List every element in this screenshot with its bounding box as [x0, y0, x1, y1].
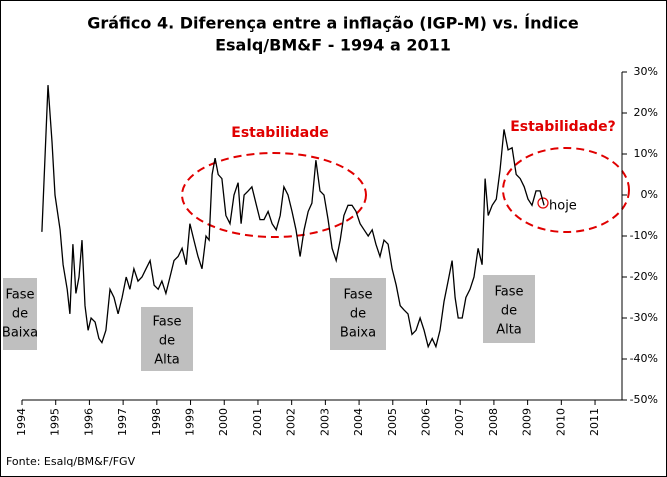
- x-tick-label: 2010: [554, 408, 567, 436]
- x-tick-label: 2004: [352, 408, 365, 436]
- x-tick-label: 2001: [251, 408, 264, 436]
- y-tick-label: 20%: [634, 106, 658, 119]
- x-tick-label: 2009: [521, 408, 534, 436]
- x-tick-label: 2011: [588, 408, 601, 436]
- x-tick-label: 1995: [49, 408, 62, 436]
- phase-label: Alta: [496, 323, 522, 338]
- y-tick-label: 30%: [634, 65, 658, 78]
- x-tick-label: 1997: [116, 408, 129, 436]
- y-tick-label: -40%: [630, 352, 658, 365]
- x-tick-label: 2006: [419, 408, 432, 436]
- phase-box: [141, 307, 193, 371]
- series-line: [41, 85, 545, 349]
- source: Fonte: Esalq/BM&F/FGV: [6, 455, 136, 468]
- phase-label: Baixa: [2, 326, 38, 341]
- phase-box: [330, 278, 386, 350]
- y-tick-label: -20%: [630, 270, 658, 283]
- ellipse: [181, 152, 367, 238]
- x-tick-label: 1999: [184, 408, 197, 436]
- y-tick-label: 0%: [641, 188, 658, 201]
- marker-circle: [537, 197, 549, 209]
- annotation: hoje: [549, 199, 577, 214]
- phase-box: [483, 275, 535, 343]
- phase-label: Alta: [154, 353, 180, 368]
- y-tick-label: -10%: [630, 229, 658, 242]
- ellipse: [502, 147, 630, 233]
- phase-label: de: [159, 334, 175, 349]
- x-tick-label: 2005: [386, 408, 399, 436]
- phase-label: de: [12, 307, 28, 322]
- y-tick-label: -50%: [630, 393, 658, 406]
- x-tick-label: 1998: [150, 408, 163, 436]
- x-tick-label: 1996: [82, 408, 95, 436]
- x-tick-label: 1994: [15, 408, 28, 436]
- annotation: Estabilidade: [231, 125, 328, 141]
- y-tick-label: 10%: [634, 147, 658, 160]
- phase-label: Fase: [494, 285, 523, 300]
- y-tick-label: -30%: [630, 311, 658, 324]
- phase-label: Fase: [343, 288, 372, 303]
- phase-label: de: [501, 304, 517, 319]
- phase-label: Baixa: [340, 326, 376, 341]
- phase-label: Fase: [5, 288, 34, 303]
- annotation: Estabilidade?: [510, 119, 616, 135]
- x-tick-label: 2000: [217, 408, 230, 436]
- x-tick-label: 2002: [285, 408, 298, 436]
- phase-label: Fase: [152, 315, 181, 330]
- phase-label: de: [350, 307, 366, 322]
- chart-title: Esalq/BM&F - 1994 a 2011: [215, 36, 451, 55]
- chart-title: Gráfico 4. Diferença entre a inflação (I…: [87, 14, 579, 33]
- x-tick-label: 2008: [487, 408, 500, 436]
- x-tick-label: 2007: [453, 408, 466, 436]
- x-tick-label: 2003: [318, 408, 331, 436]
- phase-box: [3, 278, 37, 350]
